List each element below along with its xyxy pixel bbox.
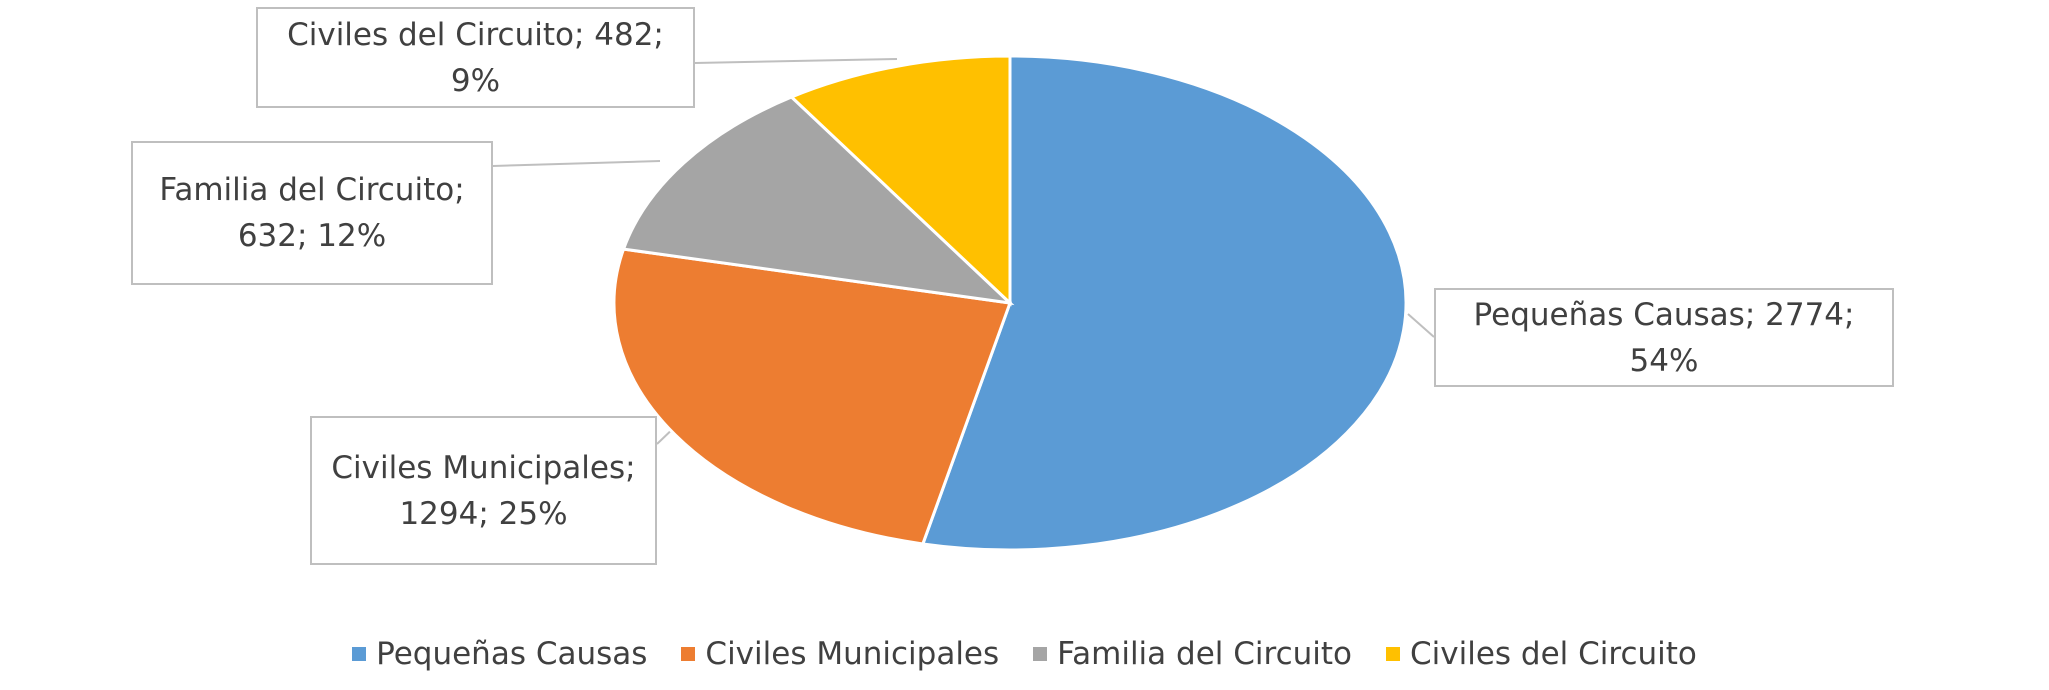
slices	[612, 54, 1408, 552]
legend-label: Civiles del Circuito	[1410, 636, 1697, 672]
leader-line	[492, 160, 661, 167]
legend-item: Familia del Circuito	[1033, 636, 1352, 672]
pie-slice	[612, 247, 1013, 546]
legend-swatch	[1033, 647, 1048, 661]
leader-line	[1407, 313, 1435, 338]
pie-slice	[621, 95, 1015, 306]
legend-label: Pequeñas Causas	[376, 636, 648, 672]
legend-label: Civiles Municipales	[705, 636, 1000, 672]
pie-slice	[788, 54, 1012, 307]
data-label: Civiles Municipales; 1294; 25%	[310, 416, 657, 565]
data-label: Civiles del Circuito; 482; 9%	[256, 7, 695, 108]
data-label: Familia del Circuito; 632; 12%	[131, 141, 493, 285]
legend-item: Civiles del Circuito	[1386, 636, 1697, 672]
data-label: Pequeñas Causas; 2774; 54%	[1434, 288, 1894, 387]
leader-lines	[492, 58, 1435, 445]
legend-swatch	[681, 647, 696, 661]
leader-line	[694, 58, 898, 64]
legend-swatch	[1386, 647, 1400, 661]
legend-swatch	[352, 647, 367, 661]
legend-label: Familia del Circuito	[1057, 636, 1352, 672]
pie-slice	[920, 54, 1408, 552]
legend: Pequeñas Causas Civiles Municipales Famili…	[0, 636, 2049, 672]
legend-item: Pequeñas Causas	[352, 636, 647, 672]
legend-item: Civiles Municipales	[681, 636, 999, 672]
